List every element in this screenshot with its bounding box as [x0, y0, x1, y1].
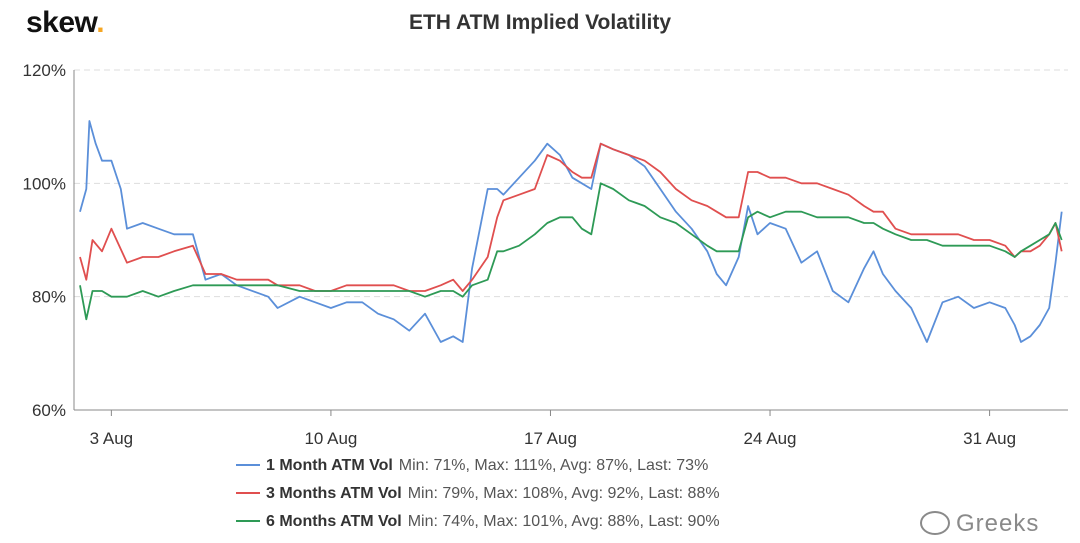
legend-series-stats: Min: 71%, Max: 111%, Avg: 87%, Last: 73%	[399, 457, 709, 474]
brand-dot: .	[96, 6, 105, 39]
y-tick-label: 60%	[32, 401, 66, 420]
x-tick-label: 10 Aug	[304, 429, 357, 448]
watermark: Greeks	[920, 510, 1039, 538]
x-tick-label: 17 Aug	[524, 429, 577, 448]
series-lines	[79, 120, 1063, 343]
watermark-text: Greeks	[956, 510, 1040, 537]
legend[interactable]: 1 Month ATM Vol Min: 71%, Max: 111%, Avg:…	[236, 457, 720, 530]
chart-title: ETH ATM Implied Volatility	[409, 11, 671, 34]
legend-item-3[interactable]: 6 Months ATM Vol Min: 74%, Max: 101%, Avg…	[236, 513, 720, 530]
x-tick-label: 24 Aug	[744, 429, 797, 448]
brand-logo: skew.	[26, 6, 105, 40]
y-tick-label: 80%	[32, 288, 66, 307]
legend-series-stats: Min: 74%, Max: 101%, Avg: 88%, Last: 90%	[408, 513, 720, 530]
wechat-icon	[920, 510, 950, 535]
x-tick-label: 3 Aug	[90, 429, 134, 448]
legend-item-1[interactable]: 1 Month ATM Vol Min: 71%, Max: 111%, Avg:…	[236, 457, 708, 474]
legend-item-2[interactable]: 3 Months ATM Vol Min: 79%, Max: 108%, Avg…	[236, 485, 720, 502]
legend-series-name: 3 Months ATM Vol	[266, 485, 402, 502]
series-line-2	[79, 142, 1063, 292]
series-line-1	[79, 120, 1063, 343]
y-axis: 60% 80% 100% 120%	[23, 61, 1068, 420]
x-axis: 3 Aug 10 Aug 17 Aug 24 Aug 31 Aug	[90, 410, 1016, 448]
legend-series-stats: Min: 79%, Max: 108%, Avg: 92%, Last: 88%	[408, 485, 720, 502]
x-tick-label: 31 Aug	[963, 429, 1016, 448]
grid	[74, 69, 1068, 298]
legend-series-name: 1 Month ATM Vol	[266, 457, 393, 474]
y-tick-label: 100%	[23, 174, 66, 193]
brand-name: skew	[26, 6, 97, 39]
legend-series-name: 6 Months ATM Vol	[266, 513, 402, 530]
series-line-3	[79, 182, 1063, 321]
y-tick-label: 120%	[23, 61, 66, 80]
